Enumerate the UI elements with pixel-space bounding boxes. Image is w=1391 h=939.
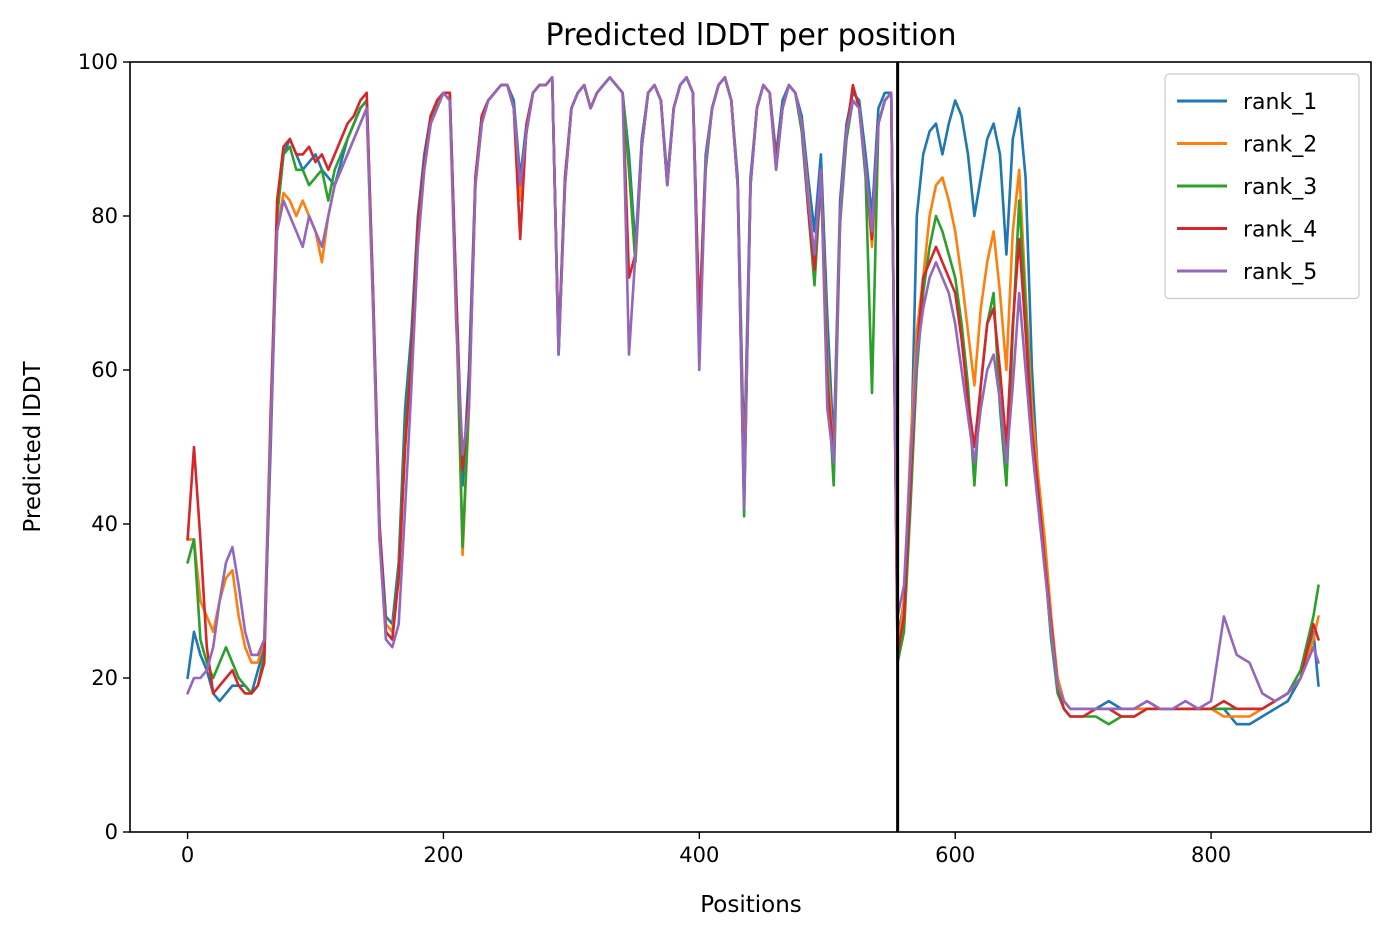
y-tick-label: 40 [91, 512, 118, 536]
chart-title: Predicted lDDT per position [546, 18, 957, 53]
y-tick-label: 0 [105, 820, 118, 844]
x-ticks: 0 200 400 600 800 [181, 832, 1231, 867]
legend: rank_1 rank_2 rank_3 rank_4 rank_5 [1164, 73, 1360, 300]
legend-label: rank_1 [1243, 90, 1317, 115]
plot-frame [129, 61, 1372, 833]
x-tick-label: 600 [935, 843, 975, 867]
y-ticks: 0 20 40 60 80 100 [78, 50, 130, 844]
y-tick-label: 80 [91, 204, 118, 228]
y-tick-label: 100 [78, 50, 118, 74]
legend-label: rank_4 [1243, 218, 1317, 243]
series-group [186, 76, 1320, 726]
x-axis-label: Positions [700, 892, 802, 918]
legend-label: rank_2 [1243, 133, 1317, 158]
legend-label: rank_5 [1243, 260, 1317, 285]
legend-label: rank_3 [1243, 175, 1317, 200]
x-tick-label: 400 [679, 843, 719, 867]
x-tick-label: 0 [181, 843, 194, 867]
legend-box [1164, 73, 1360, 300]
y-tick-label: 20 [91, 666, 118, 690]
y-axis-label: Predicted lDDT [20, 360, 46, 532]
x-tick-label: 800 [1191, 843, 1231, 867]
series-line-rank_5 [186, 76, 1320, 711]
x-tick-label: 200 [423, 843, 463, 867]
y-tick-label: 60 [91, 358, 118, 382]
